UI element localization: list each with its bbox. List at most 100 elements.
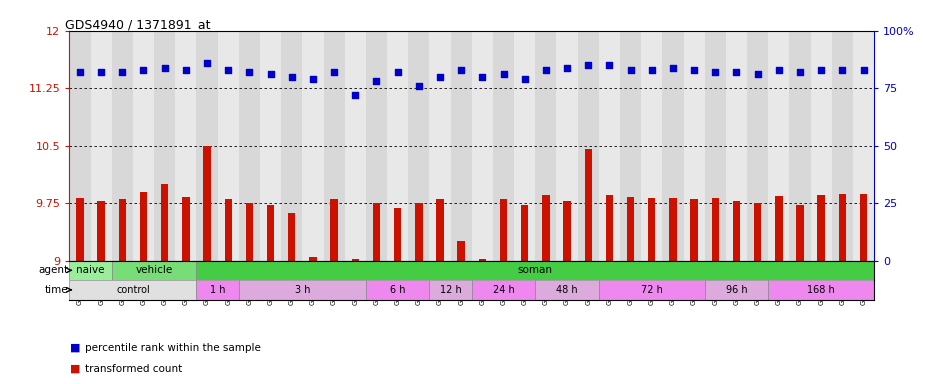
Bar: [563, 201, 571, 261]
Bar: [542, 195, 549, 261]
Bar: [266, 205, 275, 261]
Bar: [225, 199, 232, 261]
Bar: [733, 201, 740, 261]
Text: soman: soman: [518, 265, 553, 275]
Point: [857, 67, 871, 73]
Bar: [69, 280, 196, 300]
Point: [327, 69, 341, 75]
Bar: [818, 195, 825, 261]
Text: 1 h: 1 h: [210, 285, 226, 295]
Bar: [302, 31, 324, 261]
Bar: [239, 31, 260, 261]
Bar: [429, 31, 450, 261]
Bar: [557, 31, 577, 261]
Bar: [521, 205, 528, 261]
Bar: [514, 31, 536, 261]
Bar: [789, 31, 810, 261]
Bar: [140, 192, 147, 261]
Bar: [705, 280, 769, 300]
Bar: [493, 31, 514, 261]
Point: [369, 78, 384, 84]
Bar: [606, 195, 613, 261]
Bar: [853, 31, 874, 261]
Bar: [472, 280, 536, 300]
Bar: [118, 199, 126, 261]
Bar: [839, 194, 846, 261]
Bar: [478, 259, 486, 261]
Text: ■: ■: [70, 364, 80, 374]
Point: [305, 76, 320, 82]
Bar: [705, 31, 726, 261]
Point: [581, 62, 596, 68]
Bar: [437, 199, 444, 261]
Bar: [415, 203, 423, 261]
Bar: [775, 196, 783, 261]
Point: [835, 67, 850, 73]
Bar: [669, 198, 677, 261]
Point: [242, 69, 257, 75]
Point: [115, 69, 130, 75]
Text: GDS4940 / 1371891_at: GDS4940 / 1371891_at: [66, 18, 211, 31]
Bar: [246, 203, 253, 261]
Point: [645, 67, 660, 73]
Point: [200, 60, 215, 66]
Point: [708, 69, 722, 75]
Bar: [711, 198, 719, 261]
Bar: [450, 31, 472, 261]
Text: ■: ■: [70, 343, 80, 353]
Bar: [133, 31, 154, 261]
Bar: [585, 149, 592, 261]
Bar: [76, 198, 83, 261]
Point: [750, 71, 765, 78]
Point: [496, 71, 511, 78]
Point: [348, 92, 363, 98]
Bar: [97, 201, 105, 261]
Bar: [112, 31, 133, 261]
Text: percentile rank within the sample: percentile rank within the sample: [85, 343, 261, 353]
Bar: [154, 31, 175, 261]
Point: [602, 62, 617, 68]
Point: [686, 67, 701, 73]
Bar: [598, 31, 620, 261]
Bar: [500, 199, 507, 261]
Bar: [352, 259, 359, 261]
Bar: [662, 31, 684, 261]
Bar: [204, 146, 211, 261]
Point: [729, 69, 744, 75]
Bar: [366, 280, 429, 300]
Bar: [796, 205, 804, 261]
Bar: [196, 280, 239, 300]
Bar: [324, 31, 345, 261]
Bar: [832, 31, 853, 261]
Text: 96 h: 96 h: [725, 285, 747, 295]
Bar: [598, 280, 705, 300]
Point: [538, 67, 553, 73]
Point: [665, 65, 680, 71]
Text: 3 h: 3 h: [294, 285, 310, 295]
Bar: [536, 31, 557, 261]
Text: 168 h: 168 h: [808, 285, 835, 295]
Bar: [394, 208, 401, 261]
Point: [771, 67, 786, 73]
Point: [454, 67, 469, 73]
Bar: [69, 31, 91, 261]
Bar: [345, 31, 366, 261]
Bar: [648, 198, 656, 261]
Text: 24 h: 24 h: [493, 285, 514, 295]
Point: [136, 67, 151, 73]
Bar: [641, 31, 662, 261]
Bar: [458, 242, 465, 261]
Bar: [810, 31, 832, 261]
Bar: [182, 197, 190, 261]
Point: [179, 67, 193, 73]
Point: [263, 71, 278, 78]
Point: [433, 74, 448, 80]
Bar: [472, 31, 493, 261]
Bar: [366, 31, 387, 261]
Bar: [754, 203, 761, 261]
Bar: [260, 31, 281, 261]
Bar: [196, 261, 874, 280]
Point: [157, 65, 172, 71]
Point: [284, 74, 299, 80]
Bar: [747, 31, 769, 261]
